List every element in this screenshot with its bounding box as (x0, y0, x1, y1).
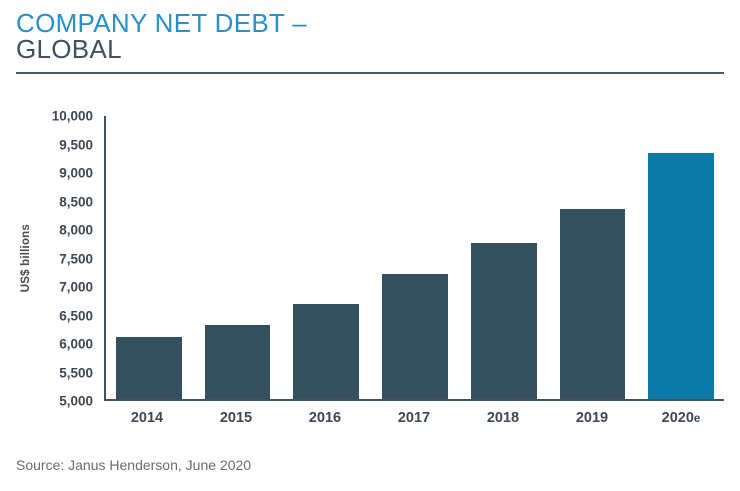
y-tick-label: 7,000 (59, 279, 93, 295)
y-tick-label: 10,000 (51, 108, 93, 124)
x-tick-label-2017: 2017 (397, 410, 431, 426)
title-divider (16, 72, 724, 74)
x-tick-label-2015: 2015 (219, 410, 253, 426)
y-tick-label: 8,500 (59, 194, 93, 209)
x-tick-label-2020e: 2020e (661, 410, 701, 426)
y-tick-label: 6,500 (59, 308, 93, 323)
y-axis-tick-labels: 10,000 9,500 9,000 8,500 8,000 7,500 7,000 6,50… (41, 109, 99, 409)
y-tick-label: 5,000 (59, 393, 93, 409)
bar-2018 (470, 243, 537, 399)
bar-2015 (204, 325, 271, 399)
x-axis-tick-labels: 2014 2015 2016 2017 2018 2019 2020e (104, 410, 724, 426)
bar-2017 (382, 274, 448, 399)
y-tick-label: 9,000 (59, 165, 93, 181)
net-debt-bar-chart: US$ billions 10,000 9,500 9,000 8,500 8,000 7… (16, 109, 724, 426)
page-title: COMPANY NET DEBT – GLOBAL (16, 10, 724, 62)
plot-area (104, 116, 724, 401)
bar-2014 (116, 336, 182, 399)
bar-2020e (648, 152, 715, 399)
y-axis-title: US$ billions (20, 224, 32, 293)
y-tick-label: 6,000 (59, 336, 93, 352)
y-axis-title-cell: US$ billions (16, 116, 36, 401)
source-note: Source: Janus Henderson, June 2020 (16, 457, 252, 473)
page-title-line1: COMPANY NET DEBT – (16, 8, 307, 38)
x-tick-label-2019: 2019 (575, 410, 609, 426)
chart-header: COMPANY NET DEBT – GLOBAL (16, 10, 724, 74)
y-tick-label: 7,500 (59, 251, 93, 266)
x-tick-label-2014: 2014 (130, 410, 164, 426)
y-tick-label: 5,500 (59, 365, 93, 380)
y-tick-label: 9,500 (59, 137, 93, 152)
page-title-line2: GLOBAL (16, 34, 122, 64)
bar-2019 (559, 209, 626, 399)
x-tick-label-2018: 2018 (486, 410, 520, 426)
x-tick-label-2016: 2016 (308, 410, 342, 426)
bar-2016 (293, 304, 360, 399)
bars-container (106, 116, 724, 399)
y-tick-label: 8,000 (59, 222, 93, 238)
